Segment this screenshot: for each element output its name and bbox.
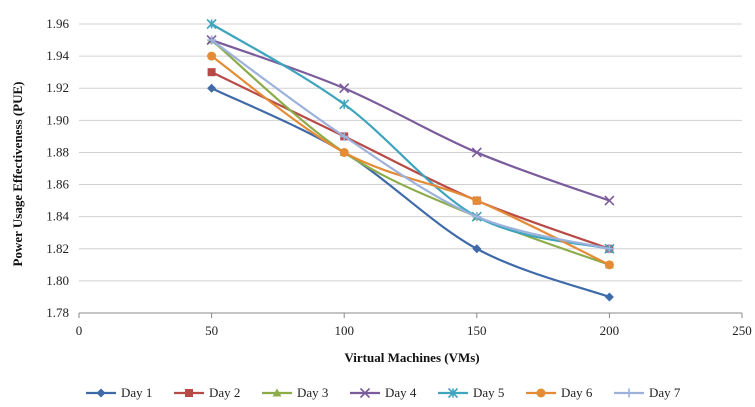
series-line bbox=[211, 87, 610, 298]
legend-label: Day 1 bbox=[121, 385, 152, 400]
data-point bbox=[472, 244, 482, 254]
legend-item: Day 7 bbox=[614, 385, 681, 400]
y-tick-label: 1.84 bbox=[46, 209, 69, 224]
legend-item: Day 2 bbox=[174, 385, 240, 400]
x-tick-label: 0 bbox=[76, 323, 83, 338]
data-point bbox=[207, 51, 217, 61]
series-line bbox=[211, 23, 610, 250]
data-point bbox=[604, 260, 614, 270]
y-tick-label: 1.92 bbox=[46, 80, 69, 95]
gridlines bbox=[79, 23, 742, 282]
series-day-2 bbox=[207, 68, 614, 253]
y-axis-title: Power Usage Effectiveness (PUE) bbox=[10, 82, 25, 267]
y-tick-label: 1.78 bbox=[46, 305, 69, 320]
data-point bbox=[339, 147, 349, 157]
data-point bbox=[207, 83, 217, 93]
legend-item: Day 6 bbox=[526, 385, 593, 400]
y-tick-label: 1.96 bbox=[46, 16, 69, 31]
data-point bbox=[472, 212, 482, 222]
legend-item: Day 3 bbox=[262, 385, 328, 400]
series-day-7 bbox=[207, 35, 614, 254]
y-tick-label: 1.94 bbox=[46, 48, 69, 63]
data-point bbox=[604, 244, 614, 254]
series-line bbox=[210, 55, 610, 266]
legend-marker bbox=[185, 389, 193, 397]
y-tick-label: 1.82 bbox=[46, 241, 69, 256]
legend-item: Day 4 bbox=[350, 385, 417, 400]
y-tick-label: 1.88 bbox=[46, 144, 69, 159]
series-line bbox=[210, 39, 610, 266]
legend-marker bbox=[272, 388, 282, 397]
legend-marker bbox=[96, 388, 106, 398]
series-day-5 bbox=[206, 18, 615, 254]
data-point bbox=[339, 83, 350, 94]
data-point bbox=[471, 147, 482, 158]
y-axis-ticks: 1.78 1.80 1.82 1.84 1.86 1.88 1.90 1.92 1.94 1.96 bbox=[46, 16, 69, 320]
legend-marker bbox=[624, 388, 634, 398]
legend-label: Day 7 bbox=[649, 385, 681, 400]
data-point bbox=[207, 35, 217, 45]
legend-item: Day 5 bbox=[438, 385, 504, 400]
legend-label: Day 2 bbox=[209, 385, 240, 400]
series-day-1 bbox=[207, 83, 614, 302]
x-tick-label: 50 bbox=[205, 323, 218, 338]
x-tick-label: 200 bbox=[600, 323, 620, 338]
legend-marker bbox=[536, 388, 546, 398]
series-line bbox=[211, 39, 610, 202]
legend-marker bbox=[359, 387, 371, 399]
data-point bbox=[207, 68, 216, 77]
legend-label: Day 6 bbox=[561, 385, 593, 400]
series-day-6 bbox=[207, 51, 614, 270]
series-line bbox=[211, 71, 610, 250]
x-tick-label: 100 bbox=[334, 323, 354, 338]
legend-label: Day 3 bbox=[297, 385, 328, 400]
x-tick-label: 250 bbox=[732, 323, 752, 338]
legend-label: Day 5 bbox=[473, 385, 504, 400]
legend-label: Day 4 bbox=[385, 385, 417, 400]
x-axis-ticks: 0 50 100 150 200 250 bbox=[76, 313, 752, 338]
series-lines bbox=[206, 18, 615, 302]
data-point bbox=[339, 99, 350, 110]
data-point bbox=[604, 195, 615, 206]
y-tick-label: 1.80 bbox=[46, 273, 69, 288]
data-point bbox=[339, 131, 349, 141]
data-point bbox=[604, 292, 614, 302]
series-line bbox=[210, 39, 610, 250]
y-tick-label: 1.90 bbox=[46, 112, 69, 127]
data-point bbox=[472, 196, 482, 206]
data-point bbox=[206, 18, 217, 30]
y-tick-label: 1.86 bbox=[46, 177, 69, 192]
legend: Day 1 Day 2 Day 3 Day 4 Day 5 Day 6 Day 7 bbox=[86, 385, 681, 400]
x-axis-title: Virtual Machines (VMs) bbox=[344, 350, 479, 365]
x-tick-label: 150 bbox=[467, 323, 487, 338]
legend-marker bbox=[447, 387, 459, 399]
legend-item: Day 1 bbox=[86, 385, 152, 400]
